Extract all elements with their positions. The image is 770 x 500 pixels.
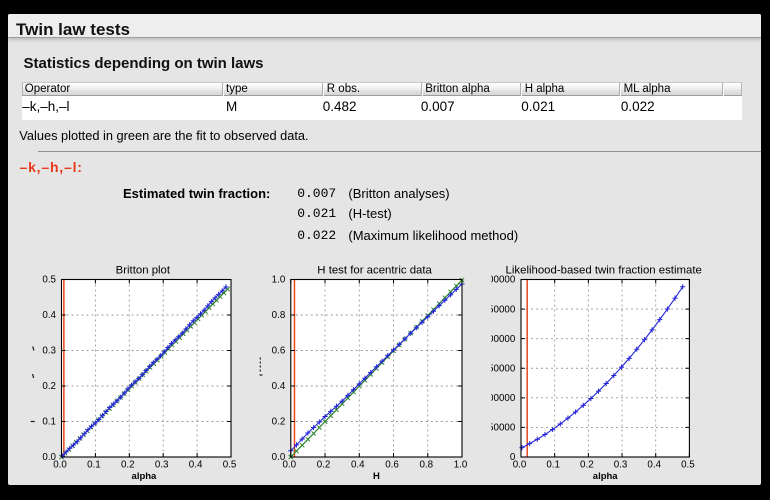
svg-text:150000: 150000 xyxy=(483,363,516,374)
svg-text:0.4: 0.4 xyxy=(272,381,286,392)
svg-text:1.0: 1.0 xyxy=(454,460,468,471)
svg-text:H: H xyxy=(373,471,380,482)
svg-text:0.8: 0.8 xyxy=(272,310,286,321)
svg-text:0.3: 0.3 xyxy=(614,460,628,471)
svg-text:alpha: alpha xyxy=(132,471,158,482)
svg-text:1.0: 1.0 xyxy=(272,275,286,286)
svg-text:200000: 200000 xyxy=(483,334,516,345)
svg-text:0.5: 0.5 xyxy=(42,275,56,286)
svg-text:0.2: 0.2 xyxy=(121,460,135,471)
svg-text:0.5: 0.5 xyxy=(681,460,695,471)
svg-text:0.1: 0.1 xyxy=(87,460,101,471)
svg-text:0: 0 xyxy=(510,452,516,463)
svg-text:0.2: 0.2 xyxy=(580,460,594,471)
svg-text:0.5: 0.5 xyxy=(223,460,237,471)
svg-text:H test for acentric data: H test for acentric data xyxy=(317,265,432,277)
svg-text:0.2: 0.2 xyxy=(317,460,331,471)
svg-text:0.2: 0.2 xyxy=(42,381,56,392)
svg-text:0.3: 0.3 xyxy=(42,346,56,357)
svg-text:250000: 250000 xyxy=(483,304,516,315)
svg-text:0.8: 0.8 xyxy=(419,460,433,471)
svg-text:300000: 300000 xyxy=(483,275,516,286)
svg-text:0.0: 0.0 xyxy=(513,460,527,471)
svg-text:0.0: 0.0 xyxy=(282,460,296,471)
svg-text:0.4: 0.4 xyxy=(647,460,661,471)
svg-text:0.3: 0.3 xyxy=(155,460,169,471)
svg-text:0.0: 0.0 xyxy=(272,452,286,463)
svg-text:Britton plot: Britton plot xyxy=(116,265,171,277)
svg-text:0.0: 0.0 xyxy=(53,460,67,471)
svg-text:0.0: 0.0 xyxy=(42,452,56,463)
svg-text:alpha: alpha xyxy=(593,471,619,482)
svg-text:0.2: 0.2 xyxy=(272,417,286,428)
svg-text:0.1: 0.1 xyxy=(546,460,560,471)
svg-text:Likelihood-based twin fraction: Likelihood-based twin fraction estimate xyxy=(506,265,702,277)
svg-text:0.6: 0.6 xyxy=(272,346,286,357)
svg-text:0.1: 0.1 xyxy=(42,417,56,428)
svg-text:0.4: 0.4 xyxy=(351,460,365,471)
svg-text:0.4: 0.4 xyxy=(42,310,56,321)
svg-text:0.6: 0.6 xyxy=(385,460,399,471)
svg-text:50000: 50000 xyxy=(488,423,516,434)
svg-text:0.4: 0.4 xyxy=(189,460,203,471)
svg-text:100000: 100000 xyxy=(483,393,516,404)
